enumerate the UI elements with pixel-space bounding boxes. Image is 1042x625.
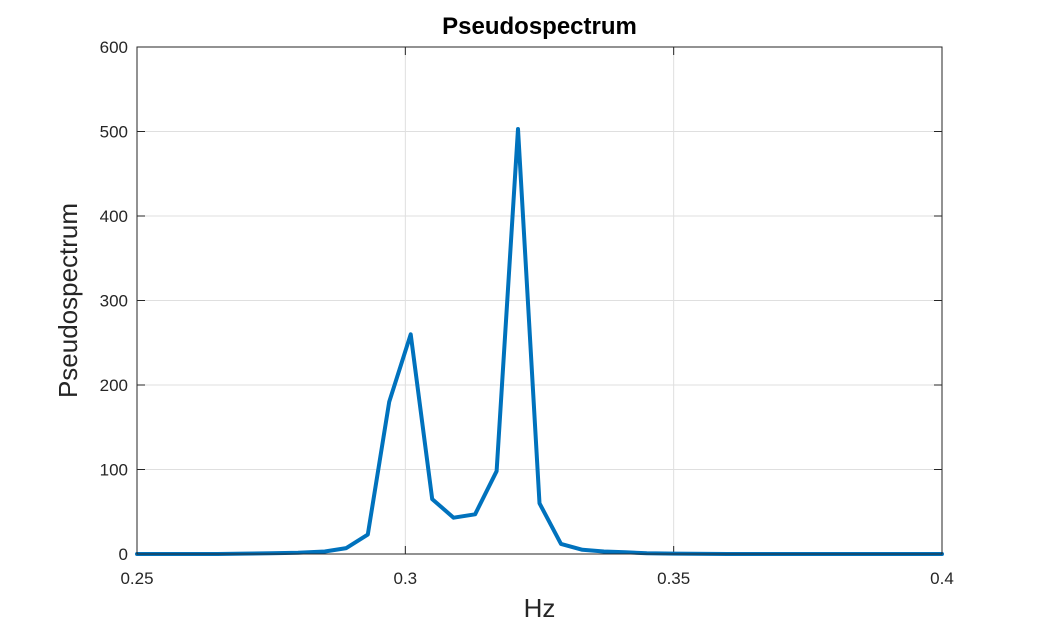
x-tick-label: 0.35 [657,569,690,588]
y-axis-title: Pseudospectrum [53,203,83,398]
x-tick-label: 0.4 [930,569,954,588]
y-tick-label: 600 [100,38,128,57]
plot-area-frame [136,46,943,555]
y-tick-label: 200 [100,376,128,395]
y-tick-label: 100 [100,461,128,480]
y-tick-label: 0 [119,545,128,564]
x-axis-title: Hz [524,593,556,623]
chart-title: Pseudospectrum [442,13,637,40]
tick-labels: 0.25 0.3 0.35 0.4 0 100 200 300 400 500 600 [100,38,954,588]
y-tick-label: 400 [100,207,128,226]
x-tick-label: 0.3 [394,569,418,588]
y-tick-label: 500 [100,123,128,142]
x-tick-label: 0.25 [120,569,153,588]
y-tick-label: 300 [100,292,128,311]
